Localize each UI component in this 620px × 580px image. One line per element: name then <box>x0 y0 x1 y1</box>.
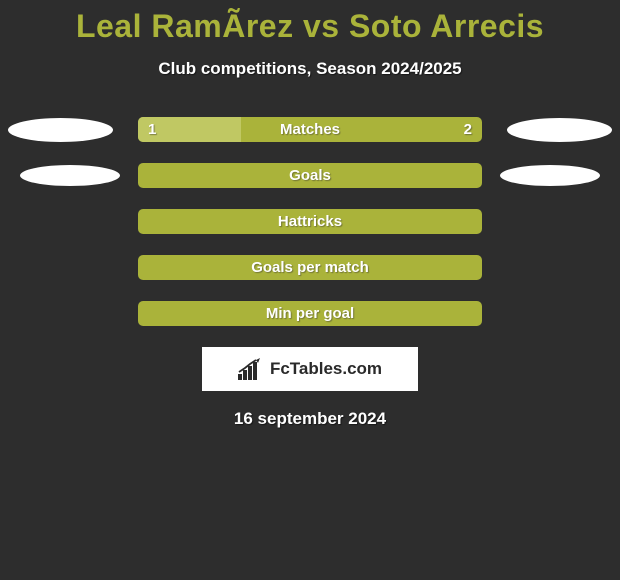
player-left-marker <box>8 118 113 142</box>
stat-bar: 1 Matches 2 <box>138 117 482 142</box>
season-subtitle: Club competitions, Season 2024/2025 <box>0 59 620 79</box>
logo-box: FcTables.com <box>202 347 418 391</box>
comparison-title: Leal RamÃ­rez vs Soto Arrecis <box>0 0 620 45</box>
stat-label: Hattricks <box>278 213 342 230</box>
stat-right-value: 2 <box>464 121 472 138</box>
stat-bar: Goals <box>138 163 482 188</box>
report-date: 16 september 2024 <box>0 409 620 429</box>
stat-bar: Goals per match <box>138 255 482 280</box>
stat-left-value: 1 <box>148 121 156 138</box>
player-right-marker <box>500 165 600 186</box>
stat-bar: Hattricks <box>138 209 482 234</box>
player-left-marker <box>20 165 120 186</box>
stat-row: 1 Matches 2 <box>0 117 620 142</box>
fctables-logo-icon <box>238 358 266 380</box>
player-right-marker <box>507 118 612 142</box>
chart-area: 1 Matches 2 Goals Hattricks Goals per match Mi… <box>0 117 620 326</box>
stat-label: Min per goal <box>266 305 354 322</box>
stat-row: Min per goal <box>0 301 620 326</box>
logo: FcTables.com <box>238 358 382 380</box>
stat-label: Goals <box>289 167 331 184</box>
logo-text: FcTables.com <box>270 359 382 379</box>
stat-row: Goals <box>0 163 620 188</box>
stat-bar: Min per goal <box>138 301 482 326</box>
stat-row: Hattricks <box>0 209 620 234</box>
stat-label: Goals per match <box>251 259 369 276</box>
stat-label: Matches <box>280 121 340 138</box>
stat-row: Goals per match <box>0 255 620 280</box>
